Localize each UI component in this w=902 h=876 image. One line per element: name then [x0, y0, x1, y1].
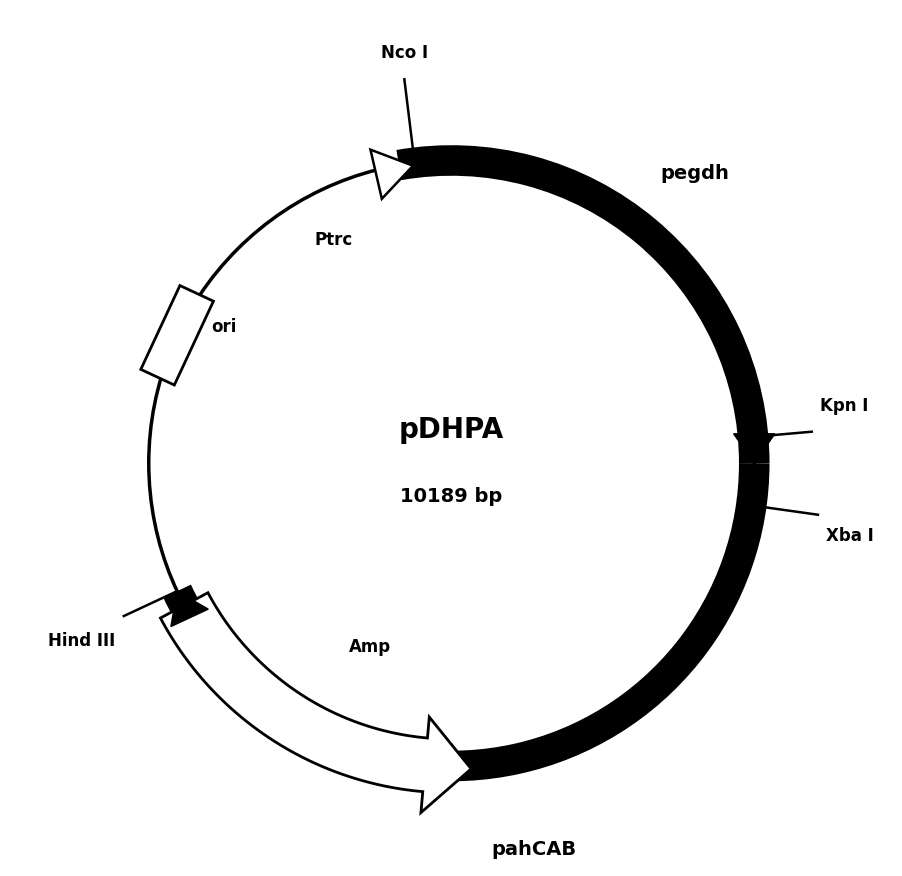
- Text: Amp: Amp: [349, 638, 391, 655]
- Polygon shape: [141, 286, 213, 385]
- Text: Hind III: Hind III: [48, 632, 115, 650]
- Text: pahCAB: pahCAB: [491, 840, 575, 859]
- Polygon shape: [370, 150, 412, 199]
- Text: Kpn I: Kpn I: [819, 398, 868, 415]
- Polygon shape: [161, 593, 471, 813]
- Text: pDHPA: pDHPA: [399, 415, 503, 443]
- Polygon shape: [170, 591, 208, 626]
- Text: ori: ori: [210, 318, 235, 336]
- Text: Ptrc: Ptrc: [315, 231, 353, 249]
- Text: 10189 bp: 10189 bp: [400, 487, 502, 506]
- Text: Nco I: Nco I: [381, 45, 428, 62]
- Polygon shape: [732, 434, 774, 463]
- Text: Xba I: Xba I: [825, 526, 873, 545]
- Text: pegdh: pegdh: [659, 164, 729, 183]
